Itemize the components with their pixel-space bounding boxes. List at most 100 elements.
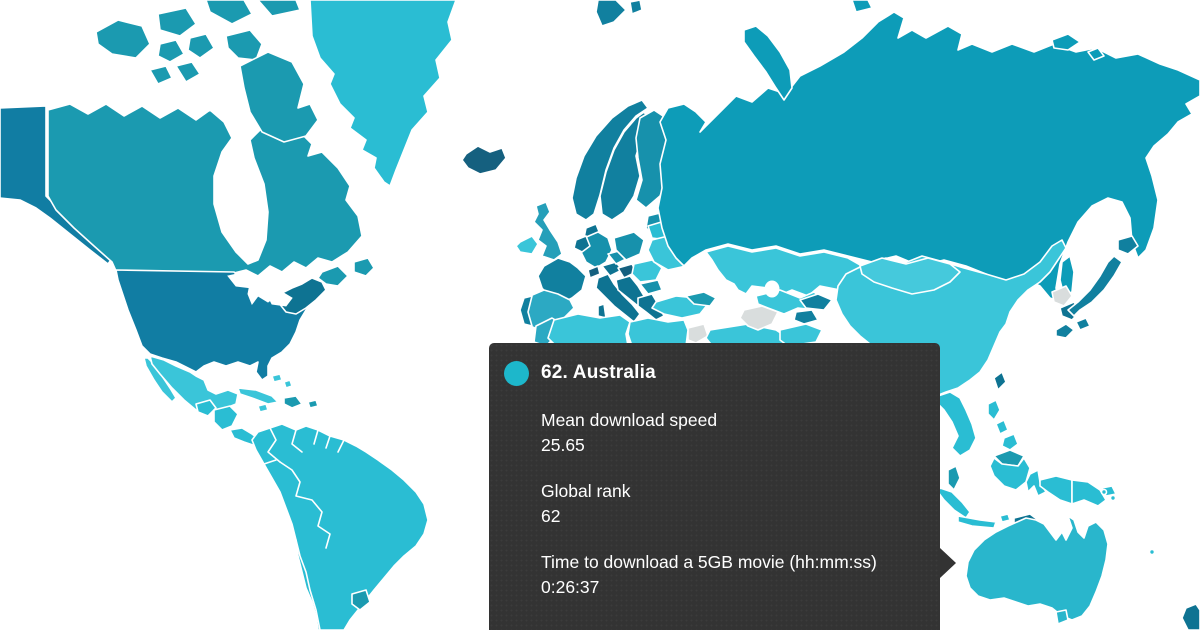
country-syria[interactable] xyxy=(687,323,709,344)
country-jamaica[interactable] xyxy=(257,403,269,413)
country-canada-arctic-islands[interactable] xyxy=(157,7,197,37)
border-peru-brazil xyxy=(279,461,331,549)
pacific-island[interactable] xyxy=(1148,548,1156,556)
tooltip-row: Global rank 62 xyxy=(541,479,922,529)
country-vietnam-laos[interactable] xyxy=(937,391,977,457)
country-united-kingdom[interactable] xyxy=(533,201,563,261)
border-chile-argentina xyxy=(295,539,321,630)
country-bahamas[interactable] xyxy=(283,379,293,389)
country-puerto-rico[interactable] xyxy=(307,399,319,409)
country-canada-arctic-islands[interactable] xyxy=(157,39,185,63)
country-hispaniola[interactable] xyxy=(283,395,303,409)
country-marker-icon xyxy=(504,360,529,386)
country-australia[interactable] xyxy=(965,515,1109,621)
country-russia-arctic-islands[interactable] xyxy=(1087,47,1105,61)
tooltip-row-value: 25.65 xyxy=(541,435,585,455)
country-maritimes[interactable] xyxy=(317,265,349,287)
country-japan-shikoku[interactable] xyxy=(1075,317,1091,331)
country-new-zealand[interactable] xyxy=(1181,603,1200,630)
aral-sea xyxy=(764,280,780,298)
pacific-island[interactable] xyxy=(1109,494,1117,502)
country-canada-arctic-islands[interactable] xyxy=(95,19,151,59)
country-mexico[interactable] xyxy=(149,355,239,417)
country-australia-tasmania[interactable] xyxy=(1055,609,1069,625)
tooltip-arrow xyxy=(940,548,956,578)
country-russia-arctic-islands[interactable] xyxy=(1051,33,1081,51)
country-portugal[interactable] xyxy=(519,295,533,327)
country-ireland[interactable] xyxy=(515,235,539,255)
tooltip-row-value: 0:26:37 xyxy=(541,577,600,597)
country-indonesia-java[interactable] xyxy=(957,515,997,529)
country-svalbard[interactable] xyxy=(595,0,627,27)
country-turkmenistan[interactable] xyxy=(739,305,779,331)
country-philippines-mindanao[interactable] xyxy=(1001,433,1019,451)
country-north-korea[interactable] xyxy=(1051,285,1073,307)
country-canada-arctic-islands[interactable] xyxy=(225,29,263,61)
country-japan-hokkaido[interactable] xyxy=(1117,235,1139,255)
country-canada-arctic-islands[interactable] xyxy=(175,61,201,83)
tooltip-row: Mean download speed 25.65 xyxy=(541,408,922,458)
country-caucasus[interactable] xyxy=(685,291,717,307)
country-indonesia-lesser-sunda[interactable] xyxy=(999,513,1011,523)
country-canada-arctic-islands[interactable] xyxy=(205,0,253,25)
country-russia-arctic-islands[interactable] xyxy=(851,0,873,13)
country-bahamas[interactable] xyxy=(271,373,283,383)
tooltip-row-label: Mean download speed xyxy=(541,410,718,430)
tooltip-row-label: Time to download a 5GB movie (hh:mm:ss) xyxy=(541,552,877,572)
country-malaysia-peninsula[interactable] xyxy=(947,465,961,491)
country-guatemala[interactable] xyxy=(195,399,217,417)
country-indonesia-sulawesi[interactable] xyxy=(1025,469,1047,497)
country-indonesia-papua[interactable] xyxy=(1039,475,1073,505)
country-afghanistan[interactable] xyxy=(779,323,823,347)
country-taiwan[interactable] xyxy=(993,371,1007,391)
country-newfoundland[interactable] xyxy=(353,257,375,277)
country-switzerland[interactable] xyxy=(587,265,601,279)
country-italy[interactable] xyxy=(595,273,641,323)
border-ecuador xyxy=(263,459,277,465)
region-usa-northeast[interactable] xyxy=(277,277,327,315)
country-svalbard[interactable] xyxy=(629,0,643,15)
country-norway[interactable] xyxy=(571,99,649,221)
country-japan-honshu[interactable] xyxy=(1067,255,1123,317)
country-tooltip: 62. Australia Mean download speed 25.65 … xyxy=(489,343,956,630)
country-philippines-luzon[interactable] xyxy=(987,399,1001,421)
country-benelux[interactable] xyxy=(573,235,591,253)
country-honduras-nicaragua[interactable] xyxy=(213,405,239,431)
tooltip-row-label: Global rank xyxy=(541,481,631,501)
tooltip-row: Time to download a 5GB movie (hh:mm:ss) … xyxy=(541,550,922,600)
country-libya-egypt[interactable] xyxy=(627,317,689,347)
country-poland[interactable] xyxy=(613,231,645,261)
pacific-island[interactable] xyxy=(1100,488,1108,496)
country-algeria-tunisia[interactable] xyxy=(547,313,631,347)
country-kyrgyzstan[interactable] xyxy=(799,293,833,311)
country-canada-arctic-islands[interactable] xyxy=(257,0,301,17)
country-greenland[interactable] xyxy=(309,0,457,187)
country-baffin-island[interactable] xyxy=(239,51,319,143)
country-tajikistan[interactable] xyxy=(793,309,819,325)
country-canada-arctic-islands[interactable] xyxy=(149,65,173,85)
country-russia[interactable] xyxy=(657,11,1200,303)
country-canada-arctic-islands[interactable] xyxy=(187,33,215,59)
country-philippines[interactable] xyxy=(995,419,1009,435)
country-russia-sakhalin[interactable] xyxy=(1059,255,1075,297)
country-mongolia[interactable] xyxy=(859,257,961,295)
country-greece[interactable] xyxy=(637,293,665,321)
country-bulgaria[interactable] xyxy=(639,279,663,295)
tooltip-title: 62. Australia xyxy=(541,362,656,383)
country-uruguay[interactable] xyxy=(351,589,371,611)
tooltip-header: 62. Australia xyxy=(504,359,922,387)
great-lakes xyxy=(267,291,293,307)
country-papua-new-guinea[interactable] xyxy=(1071,479,1107,507)
tooltip-row-value: 62 xyxy=(541,506,561,526)
country-cuba[interactable] xyxy=(237,387,279,405)
border-colombia-venezuela xyxy=(267,427,345,463)
country-iceland[interactable] xyxy=(461,145,507,175)
country-japan-kyushu[interactable] xyxy=(1055,323,1075,339)
country-italy-sardinia[interactable] xyxy=(597,303,607,319)
continent-south-america[interactable] xyxy=(251,423,429,630)
country-indonesia-sumatra[interactable] xyxy=(937,487,971,519)
country-russia-novaya-zemlya[interactable] xyxy=(743,25,793,101)
